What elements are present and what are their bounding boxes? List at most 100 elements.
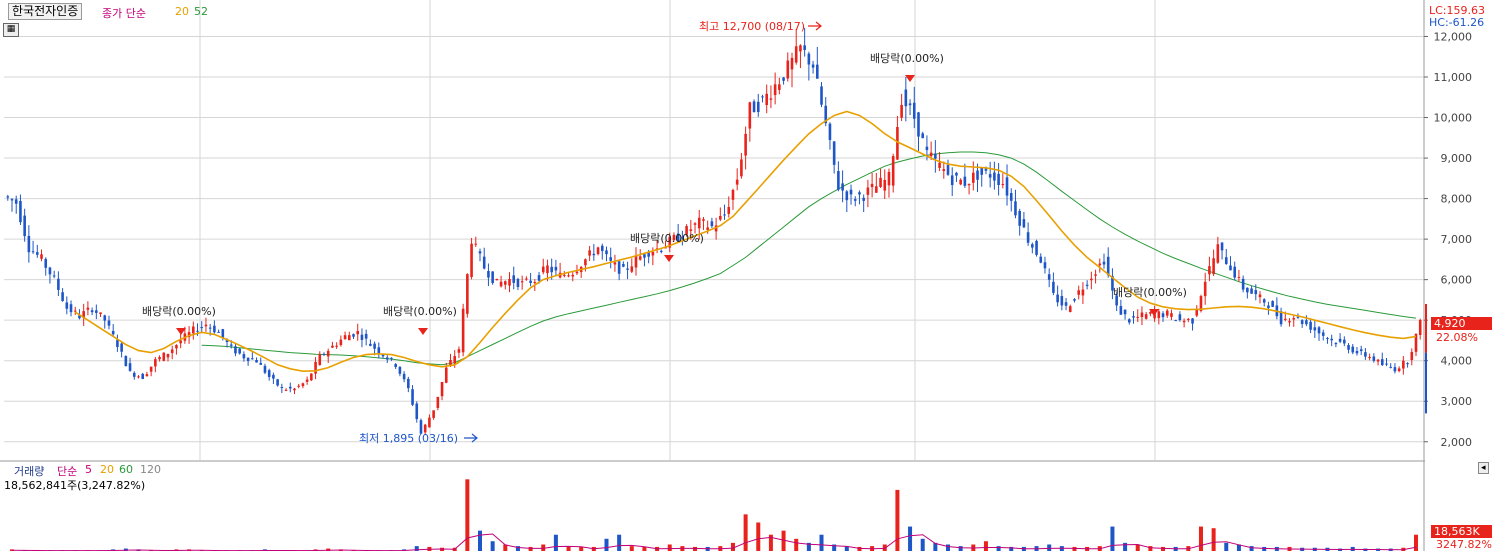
dividend-annotation: 배당락(0.00%) [870,52,944,65]
candle-body [208,327,212,329]
last-price-tag: 4,920 [1431,317,1492,330]
candle-body [1267,305,1270,309]
candles-group [6,27,1422,436]
candle-body [921,133,925,139]
candle-body [385,357,389,360]
candle-body [61,292,64,301]
candle-body [1212,258,1215,275]
candle-body [360,334,364,340]
volume-bar [1262,546,1267,551]
candle-body [765,93,769,106]
candle-body [259,362,263,365]
candle-body [1077,290,1081,295]
volume-bar [933,542,938,551]
volume-bar [10,549,14,551]
candle-body [971,172,975,183]
ma52-line [201,151,1417,366]
candle-body [980,167,984,175]
candle-body [339,339,343,346]
candle-body [710,221,714,227]
y-tick-label: 12,000 [1434,30,1473,43]
candle-body [1208,266,1211,275]
volume-bar [465,479,470,551]
candle-body [411,389,414,405]
candle-body [1203,281,1207,297]
candle-body [626,268,629,270]
candle-body [1393,367,1397,372]
candle-body [436,396,440,408]
candle-body [288,386,292,389]
candle-body [1031,244,1034,248]
candle-body [1283,318,1287,320]
candle-body [1115,295,1118,306]
candle-body [470,243,473,277]
volume-bar [895,489,900,551]
candle-body [1174,320,1177,322]
candle-body [541,266,545,273]
candle-body [875,186,878,193]
candle-body [154,359,157,367]
candle-body [946,164,950,175]
candle-body [428,417,431,428]
candle-body [917,112,920,137]
candle-body [672,234,676,241]
candle-body [706,227,709,230]
candle-body [1052,281,1055,293]
candle-body [111,330,115,335]
candle-body [1233,266,1237,278]
volume-bar [1009,546,1014,551]
candle-body [609,257,613,261]
volume-bar [832,544,837,551]
candle-body [1090,278,1093,281]
candle-body [318,354,322,366]
candle-body [305,379,309,382]
ma52-legend: 52 [194,5,208,18]
candle-body [225,339,229,343]
dividend-annotation: 배당락(0.00%) [383,305,457,318]
volume-bar [996,546,1001,551]
candle-body [44,258,48,268]
candle-body [1182,320,1186,323]
candle-body [622,264,625,267]
candle-body [870,183,874,188]
volume-bar [541,544,546,551]
candle-body [132,372,136,377]
candle-body [1009,193,1013,201]
candle-body [773,84,777,96]
stock-name-box[interactable]: 한국전자인증 [8,3,83,20]
candle-body [1372,356,1376,361]
candle-body [213,325,216,333]
candle-body [440,382,444,397]
candle-body [1355,350,1359,354]
volume-bar [1047,544,1052,551]
candle-body [331,345,334,348]
candle-body [390,357,393,359]
dividend-marker [905,75,915,82]
candle-body [588,250,591,256]
candle-body [128,363,132,371]
candle-body [786,60,790,79]
candle-body [731,189,735,200]
candle-body [748,102,752,129]
volume-scroll-icon[interactable]: ◂ [1478,462,1489,474]
candle-body [343,335,347,340]
candle-body [853,199,857,201]
candle-body [896,127,899,160]
candle-body [162,352,166,361]
candle-body [828,123,832,140]
table-grid-icon[interactable]: ▦ [3,23,19,37]
candle-body [1368,357,1371,359]
volume-bar [515,546,520,551]
candle-body [525,278,528,280]
candle-body [1001,183,1005,185]
volume-bar [1224,542,1229,551]
candle-body [1056,294,1059,303]
candle-body [267,370,271,377]
candle-body [879,177,882,187]
candle-body [69,304,73,313]
volume-bar [528,546,533,551]
y-tick-label: 3,000 [1441,395,1473,408]
candle-body [630,266,634,272]
candle-body [533,282,537,284]
